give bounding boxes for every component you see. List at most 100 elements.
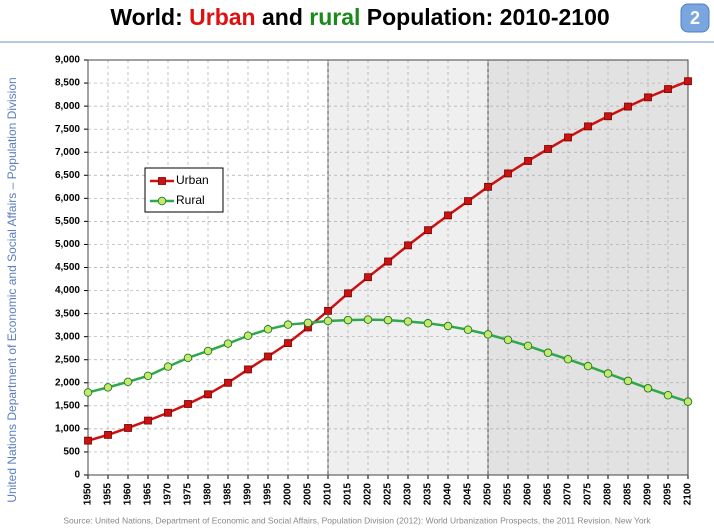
data-point xyxy=(344,289,352,298)
data-point xyxy=(563,355,573,364)
x-tick-label: 2070 xyxy=(563,483,574,506)
x-tick-label: 2010 xyxy=(323,483,334,506)
legend-label: Rural xyxy=(176,193,205,207)
x-tick-label: 2050 xyxy=(483,483,494,506)
x-tick-label: 1990 xyxy=(243,483,254,506)
x-tick-label: 2060 xyxy=(523,483,534,506)
y-tick-label: 5,500 xyxy=(55,216,80,227)
data-point xyxy=(124,424,132,432)
title-part: and xyxy=(256,4,310,30)
data-point xyxy=(424,226,432,235)
data-point xyxy=(223,339,233,348)
data-point xyxy=(583,361,593,371)
data-point xyxy=(264,352,272,361)
y-tick-label: 3,000 xyxy=(55,331,80,342)
x-tick-label: 2085 xyxy=(623,483,634,506)
source: Source: United Nations, Department of Ec… xyxy=(63,515,651,525)
legend-label: Urban xyxy=(176,173,209,187)
y-tick-label: 2,000 xyxy=(55,377,80,388)
badge-box xyxy=(680,3,710,33)
title-part: Urban xyxy=(189,4,255,30)
x-tick-label: 1970 xyxy=(163,483,174,506)
y-tick-label: 5,000 xyxy=(55,239,80,250)
data-point xyxy=(683,397,693,406)
data-point xyxy=(644,93,652,102)
x-tick-label: 1965 xyxy=(143,483,154,506)
x-tick-label: 2025 xyxy=(383,483,394,506)
data-point xyxy=(84,436,92,445)
y-tick-label: 2,500 xyxy=(55,354,80,365)
data-point xyxy=(103,383,113,392)
data-point xyxy=(184,400,192,408)
x-tick-label: 2100 xyxy=(683,483,694,506)
x-tick-label: 2030 xyxy=(403,483,414,506)
x-tick-label: 1995 xyxy=(263,483,274,506)
x-tick-label: 2090 xyxy=(643,483,654,506)
x-tick-label: 2075 xyxy=(583,483,594,506)
data-point xyxy=(143,371,153,381)
x-tick-label: 2015 xyxy=(343,483,354,506)
data-point xyxy=(144,416,152,425)
data-point xyxy=(464,197,472,206)
data-point xyxy=(643,384,653,393)
x-tick-label: 2080 xyxy=(603,483,614,506)
y-tick-label: 7,000 xyxy=(55,147,80,158)
x-tick-label: 2005 xyxy=(303,483,314,506)
data-point xyxy=(383,315,393,325)
y-tick-label: 1,000 xyxy=(55,424,80,435)
x-tick-label: 1975 xyxy=(183,483,194,506)
data-point xyxy=(684,77,692,86)
data-point xyxy=(463,325,473,335)
data-point xyxy=(244,365,252,374)
x-tick-label: 2065 xyxy=(543,483,554,506)
slide-title: World: Urban and rural Population: 2010-… xyxy=(110,4,609,30)
data-point xyxy=(363,315,373,324)
y-tick-label: 8,000 xyxy=(55,101,80,112)
legend-marker xyxy=(158,177,166,185)
data-point xyxy=(243,331,253,340)
title-part: World: xyxy=(110,4,189,30)
data-point xyxy=(623,376,633,386)
y-tick-label: 9,000 xyxy=(55,55,80,66)
y-tick-label: 6,500 xyxy=(55,170,80,181)
title-part: rural xyxy=(309,4,360,30)
y-tick-label: 4,500 xyxy=(55,262,80,273)
data-point xyxy=(403,317,413,326)
data-point xyxy=(483,330,493,339)
legend-marker xyxy=(157,196,167,206)
y-tick-label: 3,500 xyxy=(55,308,80,319)
data-point xyxy=(323,316,333,326)
data-point xyxy=(204,390,212,399)
data-point xyxy=(263,325,273,334)
plot-frame xyxy=(87,59,689,476)
x-tick-label: 2095 xyxy=(663,483,674,506)
y-tick-label: 1,500 xyxy=(55,400,80,411)
y-tick-label: 0 xyxy=(74,470,80,481)
side-label: United Nations Department of Economic an… xyxy=(5,77,19,502)
data-point xyxy=(203,346,213,356)
badge: 2 xyxy=(690,8,700,28)
data-point xyxy=(543,348,553,358)
x-tick-label: 2055 xyxy=(503,483,514,506)
data-point xyxy=(123,377,133,387)
data-point xyxy=(603,369,613,378)
data-point xyxy=(444,211,452,220)
data-point xyxy=(663,390,673,400)
data-point xyxy=(624,102,632,111)
x-tick-label: 2045 xyxy=(463,483,474,506)
data-point xyxy=(443,321,453,331)
x-tick-label: 2035 xyxy=(423,483,434,506)
data-point xyxy=(164,408,172,417)
data-point xyxy=(364,273,372,282)
data-point xyxy=(104,430,112,439)
data-point xyxy=(584,122,592,131)
data-point xyxy=(503,335,513,345)
data-point xyxy=(324,306,332,315)
data-point xyxy=(664,85,672,93)
data-point xyxy=(83,388,93,397)
data-point xyxy=(224,378,232,387)
data-point xyxy=(163,362,173,371)
data-point xyxy=(544,145,552,153)
data-point xyxy=(284,339,292,348)
